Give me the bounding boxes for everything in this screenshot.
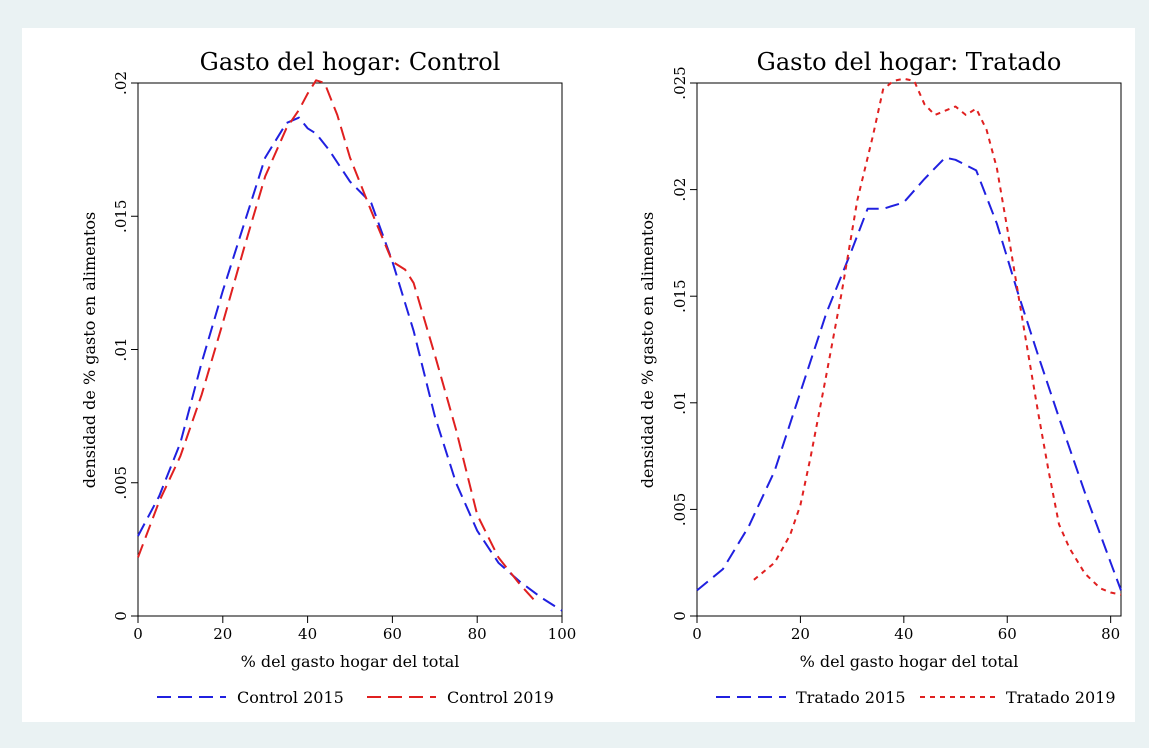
- series-line-control-2015: [137, 116, 563, 612]
- legend: Tratado 2015 Tratado 2019: [716, 688, 1116, 707]
- y-tick-label: .02: [671, 178, 689, 202]
- chart-control: Gasto del hogar: Control 0 .005 .01 .015 .02…: [80, 48, 576, 707]
- x-axis-label: % del gasto hogar del total: [241, 652, 460, 671]
- series-group: [696, 77, 1122, 596]
- y-axis: 0 .005 .01 .015 .02 .025: [671, 66, 697, 621]
- x-tick-label: 60: [998, 625, 1017, 643]
- y-tick-label: 0: [671, 611, 689, 621]
- chart-tratado: Gasto del hogar: Tratado 0 .005 .01 .015 .02…: [638, 48, 1122, 707]
- y-tick-label: .015: [671, 279, 689, 312]
- y-tick-label: .005: [112, 466, 130, 499]
- legend-label-tratado-2015: Tratado 2015: [796, 688, 906, 707]
- series-group: [137, 79, 563, 612]
- plot-frame: [696, 82, 1122, 617]
- y-axis: 0 .005 .01 .015 .02: [112, 71, 138, 621]
- x-tick-label: 40: [894, 625, 913, 643]
- figure-panel: [22, 28, 1135, 722]
- x-tick-label: 80: [468, 625, 487, 643]
- x-tick-label: 100: [548, 625, 577, 643]
- x-axis: 0 20 40 60 80: [692, 616, 1120, 643]
- y-tick-label: .02: [112, 71, 130, 95]
- y-tick-label: .01: [671, 391, 689, 415]
- legend-label-tratado-2019: Tratado 2019: [1006, 688, 1116, 707]
- y-tick-label: .025: [671, 66, 689, 99]
- legend-label-control-2015: Control 2015: [237, 688, 344, 707]
- x-tick-label: 60: [383, 625, 402, 643]
- x-tick-label: 80: [1101, 625, 1120, 643]
- y-tick-label: .015: [112, 200, 130, 233]
- series-line-tratado-2019: [753, 77, 1122, 596]
- x-tick-label: 40: [298, 625, 317, 643]
- x-tick-label: 0: [692, 625, 702, 643]
- legend-label-control-2019: Control 2019: [447, 688, 554, 707]
- series-line-control-2019: [137, 79, 538, 604]
- y-axis-label: densidad de % gasto en alimentos: [638, 212, 657, 489]
- y-tick-label: .005: [671, 493, 689, 526]
- series-line-tratado-2015: [696, 156, 1122, 592]
- y-tick-label: .01: [112, 338, 130, 362]
- x-tick-label: 20: [213, 625, 232, 643]
- x-tick-label: 0: [133, 625, 143, 643]
- x-axis-label: % del gasto hogar del total: [800, 652, 1019, 671]
- x-tick-label: 20: [791, 625, 810, 643]
- chart-title: Gasto del hogar: Tratado: [757, 48, 1062, 76]
- x-axis: 0 20 40 60 80 100: [133, 616, 576, 643]
- chart-title: Gasto del hogar: Control: [200, 48, 501, 76]
- y-tick-label: 0: [112, 611, 130, 621]
- legend: Control 2015 Control 2019: [157, 688, 554, 707]
- y-axis-label: densidad de % gasto en alimentos: [80, 212, 99, 489]
